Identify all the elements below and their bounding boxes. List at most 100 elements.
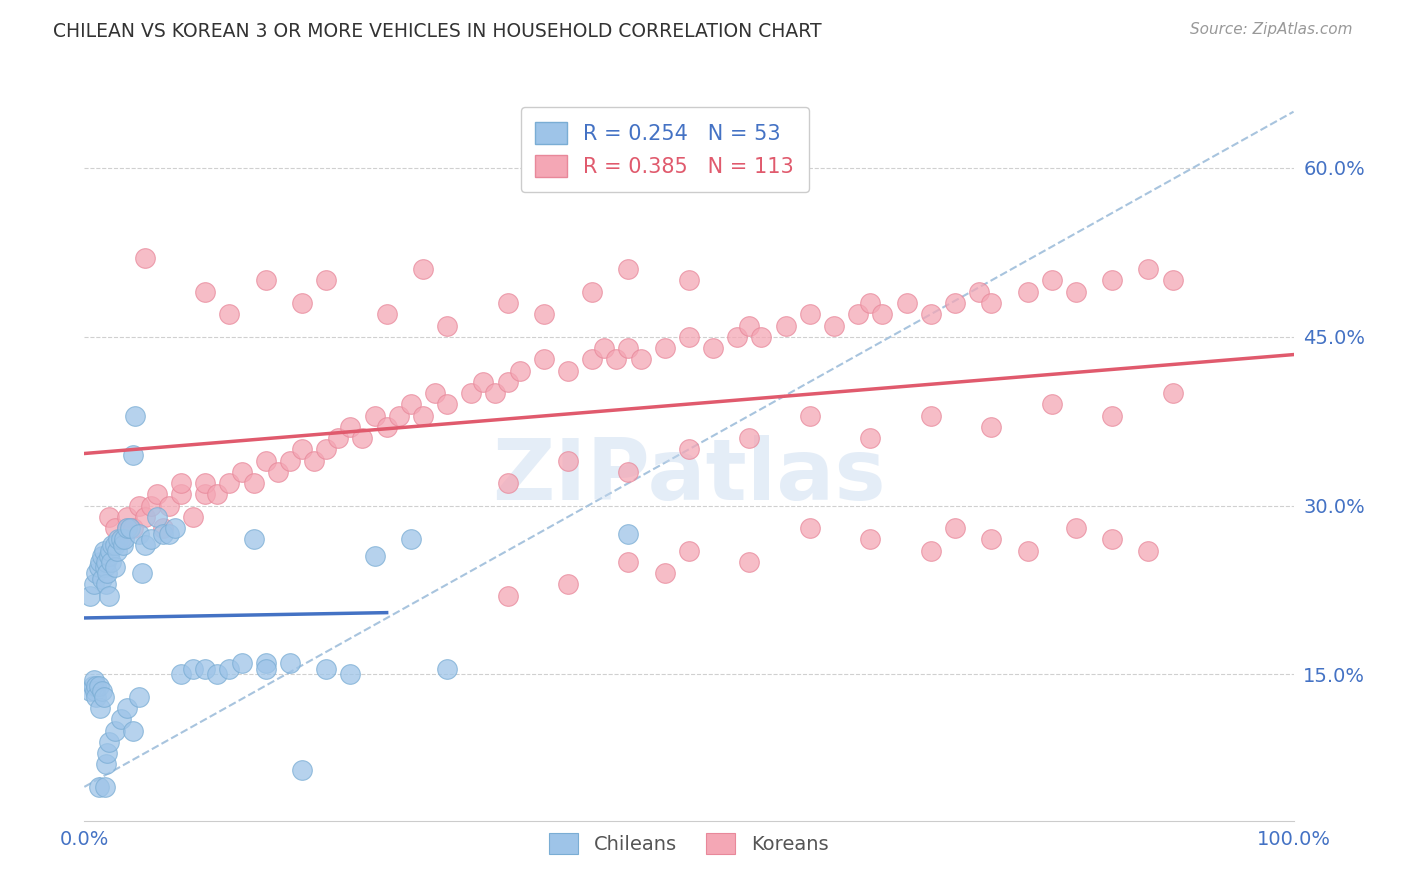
Point bbox=[124, 409, 146, 423]
Point bbox=[436, 318, 458, 333]
Point bbox=[593, 341, 616, 355]
Point bbox=[91, 684, 114, 698]
Point bbox=[97, 589, 120, 603]
Point bbox=[291, 442, 314, 457]
Point bbox=[79, 684, 101, 698]
Point bbox=[678, 273, 700, 287]
Point bbox=[93, 543, 115, 558]
Point bbox=[86, 690, 108, 704]
Point bbox=[110, 533, 132, 547]
Point bbox=[194, 285, 217, 299]
Point bbox=[678, 330, 700, 344]
Point bbox=[83, 673, 105, 687]
Point bbox=[181, 662, 204, 676]
Point bbox=[104, 560, 127, 574]
Point bbox=[654, 566, 676, 580]
Point bbox=[738, 555, 761, 569]
Point bbox=[96, 746, 118, 760]
Point bbox=[1101, 273, 1123, 287]
Point bbox=[194, 487, 217, 501]
Point bbox=[1040, 273, 1063, 287]
Point bbox=[181, 509, 204, 524]
Point bbox=[86, 679, 108, 693]
Point bbox=[110, 533, 132, 547]
Point bbox=[120, 521, 142, 535]
Point bbox=[557, 453, 579, 467]
Point bbox=[104, 521, 127, 535]
Point bbox=[97, 735, 120, 749]
Point bbox=[254, 453, 277, 467]
Point bbox=[242, 533, 264, 547]
Point bbox=[152, 526, 174, 541]
Point bbox=[738, 431, 761, 445]
Point bbox=[121, 521, 143, 535]
Point bbox=[1161, 386, 1184, 401]
Point bbox=[980, 533, 1002, 547]
Point bbox=[82, 679, 104, 693]
Point bbox=[799, 409, 821, 423]
Point bbox=[86, 566, 108, 580]
Point bbox=[533, 352, 555, 367]
Point bbox=[207, 487, 229, 501]
Point bbox=[84, 684, 107, 698]
Point bbox=[91, 549, 114, 564]
Point bbox=[967, 285, 990, 299]
Point bbox=[267, 465, 290, 479]
Point bbox=[859, 431, 882, 445]
Point bbox=[97, 549, 120, 564]
Point bbox=[339, 667, 361, 681]
Point bbox=[115, 521, 138, 535]
Point bbox=[472, 375, 495, 389]
Point bbox=[436, 662, 458, 676]
Point bbox=[1040, 397, 1063, 411]
Point bbox=[115, 701, 138, 715]
Point bbox=[751, 330, 773, 344]
Point bbox=[231, 656, 253, 670]
Point bbox=[97, 509, 120, 524]
Point bbox=[207, 667, 229, 681]
Legend: Chileans, Koreans: Chileans, Koreans bbox=[541, 825, 837, 863]
Point bbox=[315, 662, 337, 676]
Point bbox=[375, 307, 398, 321]
Point bbox=[278, 453, 301, 467]
Point bbox=[557, 363, 579, 377]
Point bbox=[87, 679, 110, 693]
Point bbox=[980, 296, 1002, 310]
Text: CHILEAN VS KOREAN 3 OR MORE VEHICLES IN HOUSEHOLD CORRELATION CHART: CHILEAN VS KOREAN 3 OR MORE VEHICLES IN … bbox=[53, 22, 823, 41]
Point bbox=[170, 476, 193, 491]
Point bbox=[1017, 285, 1039, 299]
Point bbox=[846, 307, 869, 321]
Text: ZIPatlas: ZIPatlas bbox=[492, 435, 886, 518]
Point bbox=[920, 409, 942, 423]
Point bbox=[134, 509, 156, 524]
Point bbox=[146, 509, 169, 524]
Point bbox=[363, 409, 385, 423]
Point bbox=[254, 273, 277, 287]
Point bbox=[315, 442, 337, 457]
Point bbox=[146, 487, 169, 501]
Point bbox=[1101, 409, 1123, 423]
Point bbox=[231, 465, 253, 479]
Point bbox=[943, 296, 966, 310]
Point bbox=[412, 409, 434, 423]
Point bbox=[775, 318, 797, 333]
Point bbox=[617, 526, 640, 541]
Point bbox=[83, 577, 105, 591]
Point bbox=[139, 499, 162, 513]
Point bbox=[128, 690, 150, 704]
Point bbox=[96, 566, 118, 580]
Point bbox=[98, 543, 121, 558]
Point bbox=[94, 577, 117, 591]
Point bbox=[128, 526, 150, 541]
Point bbox=[1064, 521, 1087, 535]
Point bbox=[630, 352, 652, 367]
Point bbox=[79, 589, 101, 603]
Point bbox=[399, 397, 422, 411]
Point bbox=[218, 307, 240, 321]
Point bbox=[654, 341, 676, 355]
Point bbox=[339, 419, 361, 434]
Point bbox=[218, 476, 240, 491]
Point bbox=[94, 555, 117, 569]
Point bbox=[872, 307, 894, 321]
Point bbox=[242, 476, 264, 491]
